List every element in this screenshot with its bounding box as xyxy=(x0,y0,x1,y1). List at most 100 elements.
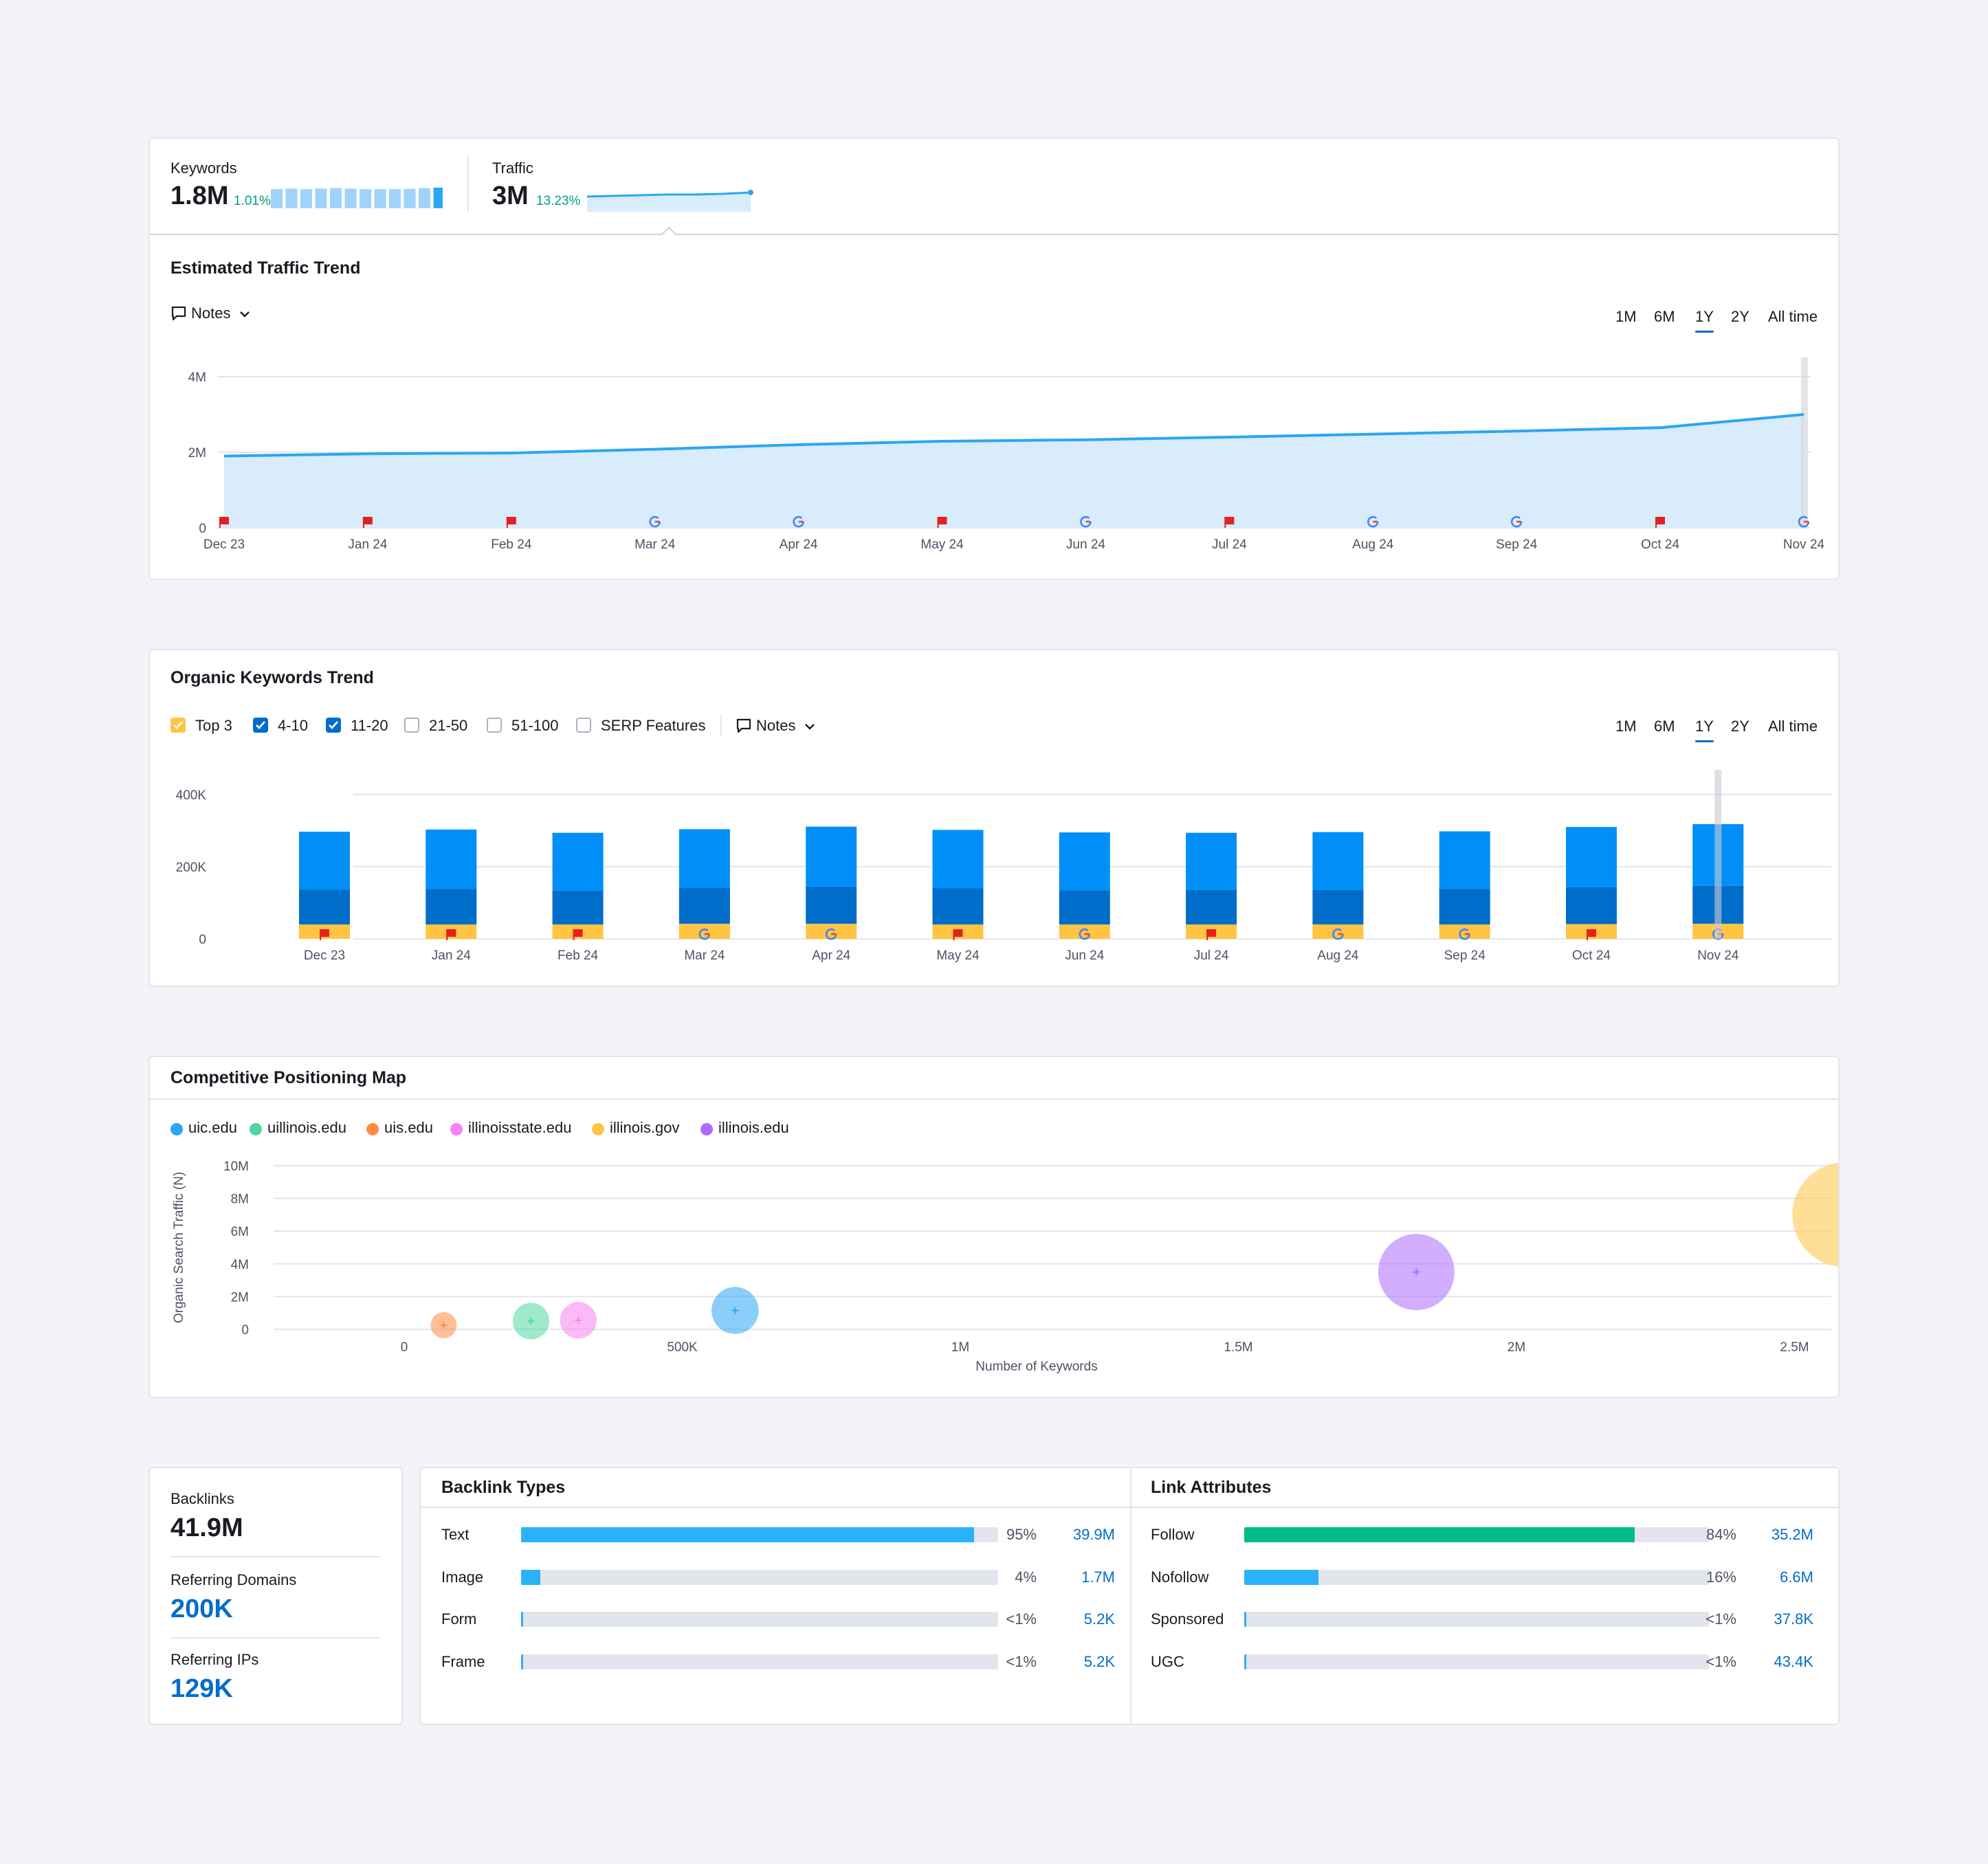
period-2y[interactable]: 2Y xyxy=(1731,718,1749,735)
flag-icon xyxy=(1224,517,1235,528)
period-1y[interactable]: 1Y xyxy=(1695,308,1714,333)
y-tick-label: 200K xyxy=(176,861,207,875)
referring-ips-value[interactable]: 129K xyxy=(170,1674,233,1703)
legend-dot-illinois-gov[interactable] xyxy=(592,1123,604,1135)
google-arc xyxy=(825,928,837,940)
keywords-trend-chart[interactable]: 0 200K 400K Dec 23 Jan 24 Feb 24 Mar 24 Apr 24 M… xyxy=(150,767,1838,980)
checkbox-21-50[interactable] xyxy=(404,718,419,733)
keywords-notes-dropdown[interactable]: Notes xyxy=(736,716,825,737)
row-count-nofollow[interactable]: 6.6M xyxy=(1780,1568,1813,1586)
flag-body xyxy=(937,517,947,524)
y-tick-label: 6M xyxy=(231,1225,249,1239)
backlinks-value[interactable]: 41.9M xyxy=(170,1513,243,1542)
y-axis-label: Organic Search Traffic (N) xyxy=(172,1172,186,1323)
flag-pole xyxy=(953,929,955,940)
legend-label-uis-edu[interactable]: uis.edu xyxy=(384,1119,433,1136)
legend-label-uic-edu[interactable]: uic.edu xyxy=(188,1119,237,1136)
checkbox-11-20[interactable] xyxy=(326,718,341,733)
traffic-trend-chart[interactable]: 0 2M 4M Dec 23 Jan 24 Feb 24 Mar 24 Apr 24 May 2… xyxy=(150,345,1838,565)
summary-divider xyxy=(467,157,469,212)
traffic-change: 13.23% xyxy=(536,194,581,208)
keywords-sparkbars[interactable] xyxy=(271,187,443,209)
legend-dot-uis-edu[interactable] xyxy=(366,1123,379,1135)
google-arc xyxy=(1367,515,1379,528)
flag-icon xyxy=(1655,517,1666,528)
row-count-frame[interactable]: 5.2K xyxy=(1083,1652,1115,1670)
period-1m[interactable]: 1M xyxy=(1615,308,1637,325)
y-tick-label: 4M xyxy=(188,370,206,385)
progress-track-sponsored[interactable] xyxy=(1244,1612,1709,1627)
bar-4-10 xyxy=(1186,889,1237,924)
google-arc xyxy=(649,515,661,528)
flag-pole xyxy=(446,929,448,940)
progress-fill-ugc xyxy=(1244,1654,1246,1669)
checkbox-serp-features[interactable] xyxy=(576,718,591,733)
row-label-follow: Follow xyxy=(1151,1526,1195,1543)
google-arc xyxy=(1459,928,1471,940)
legend-dot-uillinois-edu[interactable] xyxy=(250,1123,262,1135)
position-filters: Top 3 4-10 11-20 21-50 51-100 SERP Featu… xyxy=(170,715,995,738)
google-icon xyxy=(1459,928,1471,940)
legend-label-illinoisstate-edu[interactable]: illinoisstate.edu xyxy=(468,1119,572,1136)
legend-label-illinois-edu[interactable]: illinois.edu xyxy=(718,1119,789,1136)
row-percent-ugc: <1% xyxy=(1705,1652,1736,1670)
checkbox-top-3[interactable] xyxy=(170,718,186,733)
progress-track-frame[interactable] xyxy=(521,1654,998,1669)
checkbox-4-10[interactable] xyxy=(253,718,268,733)
positioning-chart[interactable]: 0 2M 4M 6M 8M 10M 0 500K 1M 1.5M 2M 2.5M Number of K… xyxy=(150,1146,1838,1394)
x-tick-label: May 24 xyxy=(936,948,980,963)
x-tick-label: Feb 24 xyxy=(557,948,599,963)
row-percent-image: 4% xyxy=(1015,1568,1037,1586)
link-attributes-rows: Follow 84% 35.2M Nofollow 16% 6.6M Sponsored <1… xyxy=(1151,1526,1824,1705)
progress-track-ugc[interactable] xyxy=(1244,1654,1709,1669)
row-count-follow[interactable]: 35.2M xyxy=(1771,1526,1813,1543)
notes-label: Notes xyxy=(191,304,231,322)
row-count-image[interactable]: 1.7M xyxy=(1081,1568,1115,1586)
checkbox-51-100[interactable] xyxy=(487,718,502,733)
flag-pole xyxy=(1655,517,1657,528)
bubble-illinois-gov xyxy=(1792,1162,1838,1267)
progress-track-follow[interactable] xyxy=(1244,1527,1709,1542)
sparkline-area xyxy=(587,192,751,212)
progress-track-image[interactable] xyxy=(521,1569,998,1585)
period-1y[interactable]: 1Y xyxy=(1695,718,1714,742)
bubble-center-illinois-edu xyxy=(1413,1268,1420,1276)
sparkline-line xyxy=(586,191,751,198)
flag-pole xyxy=(937,517,939,528)
legend-label-illinois-gov[interactable]: illinois.gov xyxy=(610,1119,680,1136)
progress-track-text[interactable] xyxy=(521,1527,998,1542)
period-2y[interactable]: 2Y xyxy=(1731,308,1749,325)
row-count-text[interactable]: 39.9M xyxy=(1072,1526,1115,1543)
flag-body xyxy=(219,517,229,524)
referring-domains-value[interactable]: 200K xyxy=(170,1595,233,1623)
legend-label-uillinois-edu[interactable]: uillinois.edu xyxy=(267,1119,346,1136)
progress-track-nofollow[interactable] xyxy=(1244,1569,1709,1585)
kw-period-selector: 1M 6M 1Y 2Y All time xyxy=(1615,718,1822,742)
period-all-time[interactable]: All time xyxy=(1768,718,1818,735)
row-count-form[interactable]: 5.2K xyxy=(1083,1610,1115,1628)
row-count-ugc[interactable]: 43.4K xyxy=(1774,1652,1814,1670)
flag-pole xyxy=(1587,929,1588,940)
legend-dot-illinois-edu[interactable] xyxy=(700,1123,713,1135)
positioning-title: Competitive Positioning Map xyxy=(170,1068,407,1087)
period-1m[interactable]: 1M xyxy=(1615,718,1637,735)
y-tick-label: 0 xyxy=(199,522,206,536)
legend-dot-illinoisstate-edu[interactable] xyxy=(450,1123,463,1135)
flag-pole xyxy=(506,517,508,528)
keywords-spark-bar xyxy=(419,188,430,208)
flag-body xyxy=(953,929,963,937)
notes-dropdown[interactable]: Notes xyxy=(170,304,260,324)
flag-pole xyxy=(362,517,364,528)
legend-dot-uic-edu[interactable] xyxy=(170,1123,183,1135)
row-count-sponsored[interactable]: 37.8K xyxy=(1774,1610,1814,1628)
progress-track-form[interactable] xyxy=(521,1612,998,1627)
traffic-sparkline[interactable] xyxy=(586,184,764,212)
google-arc xyxy=(793,515,804,528)
progress-fill-nofollow xyxy=(1244,1569,1319,1585)
bar-11-20 xyxy=(299,832,350,890)
period-6m[interactable]: 6M xyxy=(1654,308,1675,325)
period-6m[interactable]: 6M xyxy=(1654,718,1675,735)
keywords-spark-bar xyxy=(285,188,298,208)
bar-11-20 xyxy=(1312,832,1364,890)
period-all-time[interactable]: All time xyxy=(1768,308,1818,325)
